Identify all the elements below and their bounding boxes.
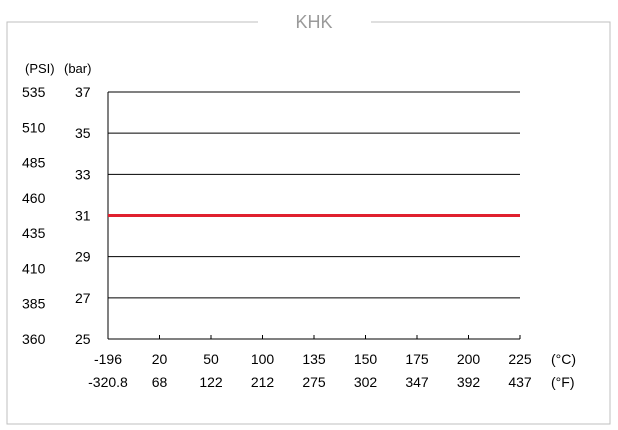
y-tick-label-psi: 485 <box>22 155 46 171</box>
y-tick-label-bar: 31 <box>75 208 91 224</box>
y-ticks-bar: 37 35 33 31 29 27 25 <box>75 84 91 347</box>
frame-border <box>6 21 611 425</box>
x-tick-label-fahrenheit: 302 <box>354 374 378 390</box>
psi-unit-label: (PSI) <box>25 61 55 76</box>
x-tick-label-fahrenheit: 68 <box>152 374 168 390</box>
x-tick-label-fahrenheit: 212 <box>251 374 275 390</box>
x-tick-label-celsius: 135 <box>302 351 326 367</box>
x-tick-label-fahrenheit: 437 <box>508 374 532 390</box>
y-ticks-psi: 535 510 485 460 435 410 385 360 <box>22 84 46 347</box>
y-tick-label-psi: 435 <box>22 225 46 241</box>
celsius-unit-label: (°C) <box>551 351 576 367</box>
y-tick-label-bar: 25 <box>75 331 91 347</box>
x-tick-label-celsius: 100 <box>251 351 275 367</box>
x-tick-label-fahrenheit: 392 <box>457 374 481 390</box>
x-tick-label-celsius: 225 <box>508 351 532 367</box>
x-tick-label-fahrenheit: 275 <box>302 374 326 390</box>
x-tick-label-fahrenheit: -320.8 <box>88 374 128 390</box>
y-tick-label-bar: 29 <box>75 249 91 265</box>
y-tick-label-psi: 510 <box>22 119 46 135</box>
y-tick-label-psi: 410 <box>22 260 46 276</box>
chart-title: KHK <box>295 12 332 32</box>
x-tick-label-celsius: 175 <box>405 351 429 367</box>
x-tick-label-celsius: 200 <box>457 351 481 367</box>
y-tick-label-bar: 35 <box>75 125 91 141</box>
x-tick-label-celsius: 50 <box>203 351 219 367</box>
y-tick-label-psi: 460 <box>22 190 46 206</box>
y-tick-label-bar: 27 <box>75 290 91 306</box>
x-tick-label-celsius: 20 <box>152 351 168 367</box>
x-tick-label-fahrenheit: 122 <box>199 374 223 390</box>
x-tick-label-fahrenheit: 347 <box>405 374 429 390</box>
fahrenheit-unit-label: (°F) <box>551 374 574 390</box>
y-tick-label-psi: 360 <box>22 331 46 347</box>
y-tick-label-bar: 37 <box>75 84 91 100</box>
y-tick-label-psi: 385 <box>22 296 46 312</box>
y-tick-label-bar: 33 <box>75 166 91 182</box>
bar-unit-label: (bar) <box>64 61 91 76</box>
y-tick-label-psi: 535 <box>22 84 46 100</box>
x-tick-label-celsius: -196 <box>94 351 122 367</box>
x-tick-label-celsius: 150 <box>354 351 378 367</box>
x-ticks: -196 -320.8 20 68 50 122 100 212 135 275 150 302 175… <box>88 335 532 390</box>
